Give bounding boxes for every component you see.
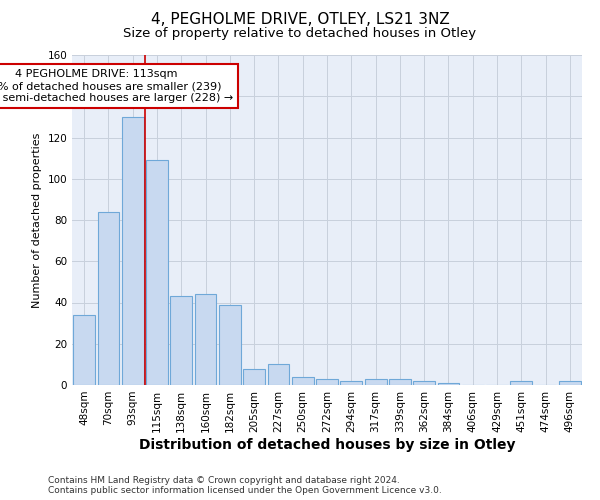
Bar: [437, 383, 460, 385]
Bar: [413, 381, 435, 385]
Bar: [511, 381, 532, 385]
Bar: [559, 381, 581, 385]
Bar: [340, 381, 362, 385]
Bar: [170, 296, 192, 385]
Bar: [292, 377, 314, 385]
Y-axis label: Number of detached properties: Number of detached properties: [32, 132, 42, 308]
Text: Size of property relative to detached houses in Otley: Size of property relative to detached ho…: [124, 28, 476, 40]
Bar: [365, 379, 386, 385]
Bar: [146, 160, 168, 385]
Bar: [219, 304, 241, 385]
Bar: [389, 379, 411, 385]
Bar: [316, 379, 338, 385]
X-axis label: Distribution of detached houses by size in Otley: Distribution of detached houses by size …: [139, 438, 515, 452]
Bar: [73, 315, 95, 385]
Text: 4, PEGHOLME DRIVE, OTLEY, LS21 3NZ: 4, PEGHOLME DRIVE, OTLEY, LS21 3NZ: [151, 12, 449, 28]
Bar: [194, 294, 217, 385]
Text: Contains HM Land Registry data © Crown copyright and database right 2024.
Contai: Contains HM Land Registry data © Crown c…: [48, 476, 442, 495]
Bar: [97, 212, 119, 385]
Bar: [268, 364, 289, 385]
Bar: [122, 117, 143, 385]
Bar: [243, 368, 265, 385]
Text: 4 PEGHOLME DRIVE: 113sqm
← 51% of detached houses are smaller (239)
48% of semi-: 4 PEGHOLME DRIVE: 113sqm ← 51% of detach…: [0, 70, 233, 102]
